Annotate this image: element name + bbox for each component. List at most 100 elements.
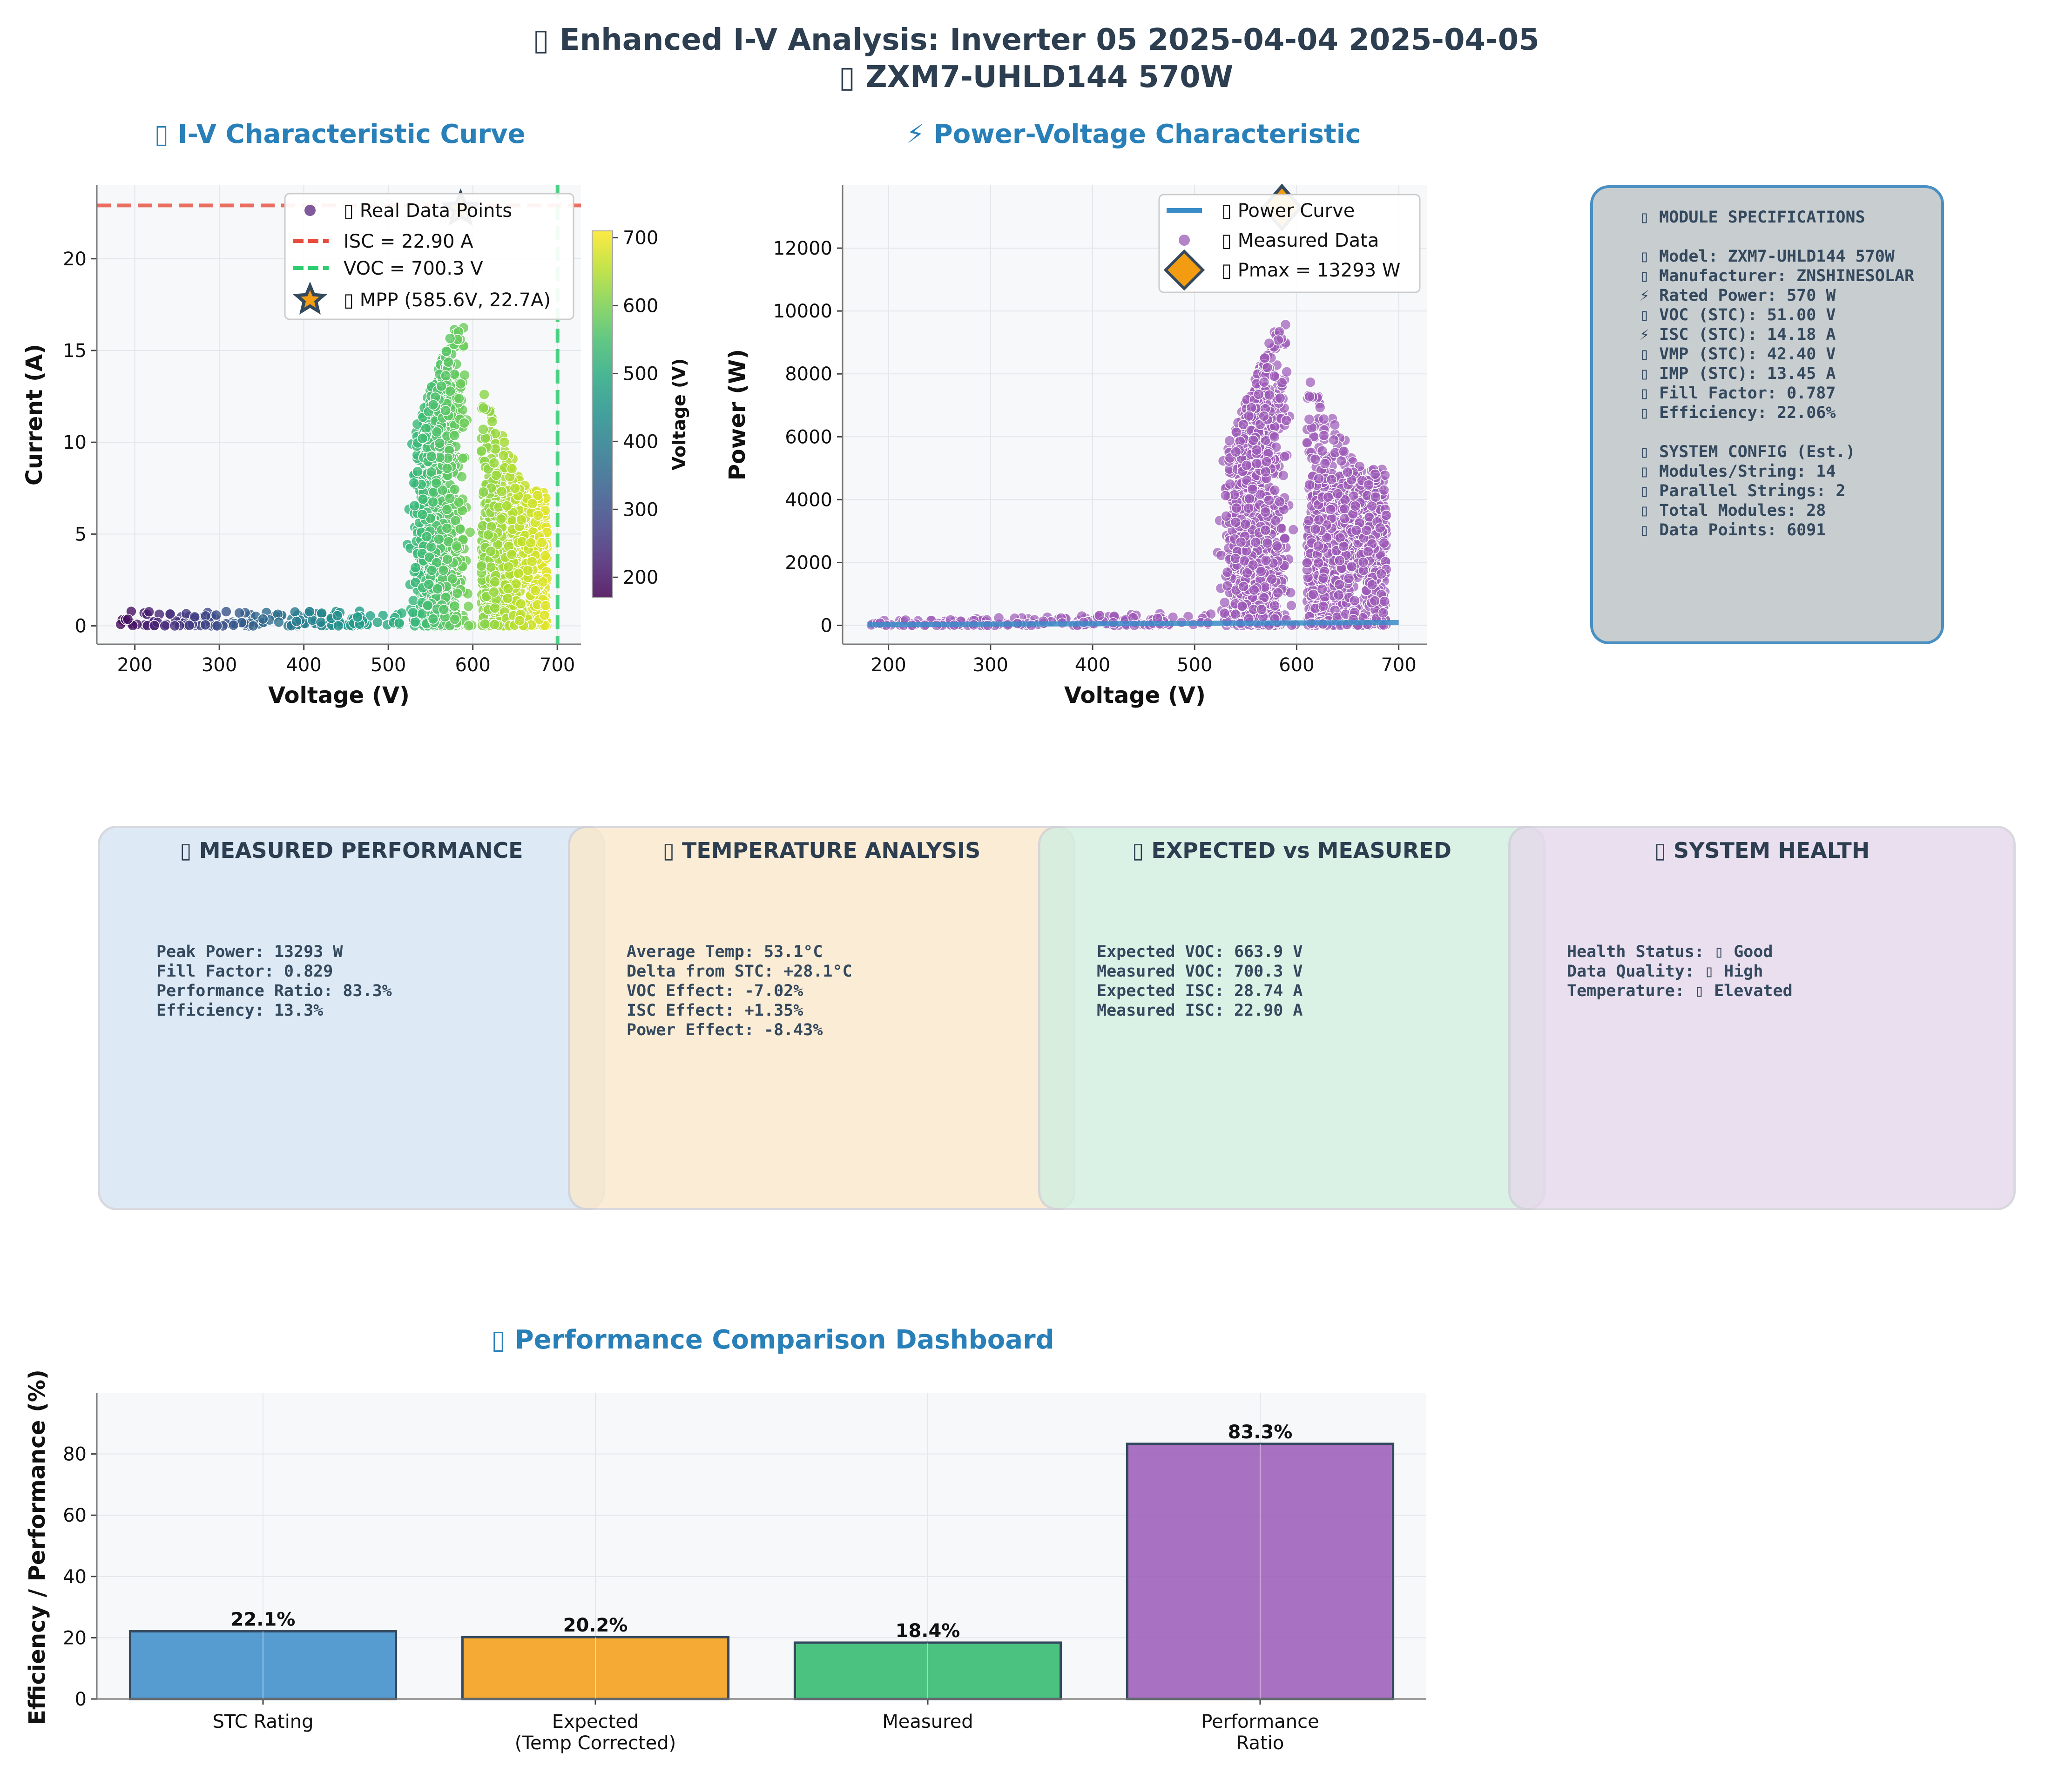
pv-data-point	[1249, 584, 1260, 596]
legend-frame	[1158, 194, 1421, 293]
iv-data-point	[452, 587, 463, 599]
iv-data-point	[291, 616, 302, 627]
pv-data-point	[1303, 515, 1315, 526]
x-tick-label-line: Measured	[882, 1711, 973, 1733]
iv-data-point	[488, 457, 500, 469]
iv-data-point	[304, 606, 315, 617]
spec-line: ⚡ ISC (STC): 14.18 A	[1640, 325, 1836, 344]
iv-data-point	[509, 483, 521, 494]
iv-data-point	[248, 620, 259, 632]
pv-data-point	[1219, 607, 1230, 619]
iv-data-point	[454, 524, 466, 535]
pv-data-point	[1318, 430, 1330, 441]
pv-data-point	[1357, 556, 1369, 568]
pv-data-point	[1369, 595, 1380, 607]
pv-data-point	[1250, 537, 1262, 548]
legend-entry: ▯ MPP (585.6V, 22.7A)	[344, 290, 551, 311]
pv-data-point	[1230, 553, 1241, 564]
iv-data-point	[449, 430, 460, 441]
y-tick-label: 0	[821, 615, 832, 636]
summary-card-line: Data Quality: ▯ High	[1567, 962, 1763, 981]
pv-data-point	[1231, 502, 1242, 514]
iv-data-point	[449, 484, 460, 495]
pv-data-point	[1378, 537, 1390, 549]
colorbar-tick-label: 200	[623, 567, 658, 588]
iv-data-point	[315, 617, 327, 628]
pv-data-point	[1224, 435, 1235, 446]
iv-data-point	[540, 600, 551, 611]
x-tick-label: Expected (Temp Corrected)	[515, 1711, 676, 1754]
iv-data-point	[143, 606, 155, 617]
legend-frame	[284, 193, 574, 320]
pv-data-point	[1261, 456, 1272, 467]
x-tick-label: Measured	[882, 1711, 973, 1733]
pv-data-point	[1236, 600, 1248, 612]
iv-scatter-points	[115, 322, 553, 632]
y-tick-label: 10	[63, 432, 87, 453]
summary-card-line: Delta from STC: +28.1°C	[627, 962, 852, 981]
iv-data-point	[372, 617, 383, 628]
pv-data-point	[1253, 389, 1264, 400]
iv-data-point	[445, 385, 456, 397]
summary-card-title: ▯ EXPECTED vs MEASURED	[1132, 838, 1451, 863]
pv-legend: ▯ Power Curve▯ Measured Data▯ Pmax = 132…	[1158, 194, 1421, 293]
pv-data-point	[1222, 566, 1233, 578]
pv-data-point	[1309, 523, 1321, 535]
pv-data-point	[1269, 485, 1281, 496]
power-curve-line	[868, 620, 1399, 627]
iv-data-point	[257, 613, 269, 625]
pv-data-point	[1259, 352, 1270, 364]
x-tick-label-line: (Temp Corrected)	[515, 1733, 676, 1754]
iv-data-point	[491, 470, 502, 481]
iv-data-point	[183, 620, 195, 631]
iv-data-point	[502, 583, 514, 594]
iv-data-point	[436, 380, 447, 392]
iv-data-point	[479, 389, 490, 400]
iv-data-point	[495, 513, 507, 525]
pv-data-point	[1326, 474, 1337, 485]
pv-data-point	[1266, 573, 1277, 585]
x-tick-label: Performance Ratio	[1201, 1711, 1319, 1754]
spec-line: ▯ IMP (STC): 13.45 A	[1640, 364, 1836, 383]
iv-data-point	[540, 550, 551, 561]
iv-data-point	[476, 445, 487, 457]
summary-card-body: Peak Power: 13293 W Fill Factor: 0.829 Per…	[156, 942, 392, 1020]
iv-data-point	[417, 493, 429, 505]
pv-data-point	[1319, 458, 1331, 469]
x-tick-label: 700	[540, 654, 575, 676]
iv-data-point	[316, 607, 327, 619]
pv-data-point	[1363, 479, 1374, 491]
x-tick-label: 600	[455, 654, 490, 676]
pv-data-point	[1346, 561, 1357, 572]
pv-data-point	[1317, 600, 1329, 612]
pv-data-point	[1317, 573, 1329, 584]
y-tick-label: 8000	[785, 364, 832, 385]
summary-card-line: Power Effect: -8.43%	[627, 1021, 823, 1039]
iv-data-point	[148, 620, 160, 631]
iv-data-point	[164, 608, 176, 620]
pv-data-point	[1309, 453, 1321, 465]
pv-data-point	[1325, 504, 1336, 515]
summary-card-line: Expected ISC: 28.74 A	[1097, 982, 1303, 1000]
legend-entry: ▯ Pmax = 13293 W	[1222, 260, 1400, 281]
x-tick-label: 500	[371, 654, 406, 676]
summary-card-line: Temperature: ▯ Elevated	[1567, 982, 1793, 1000]
y-tick-label: 60	[63, 1505, 87, 1526]
pv-data-point	[1329, 419, 1341, 431]
pv-data-point	[1263, 495, 1275, 506]
iv-data-point	[426, 466, 437, 478]
pv-data-point	[1278, 470, 1289, 481]
pv-data-point	[1302, 437, 1313, 448]
colorbar-tick-label: 600	[623, 296, 658, 317]
y-tick-label: 20	[63, 1627, 87, 1649]
pv-data-point	[1279, 533, 1290, 544]
iv-data-point	[393, 617, 405, 629]
iv-data-point	[457, 452, 469, 464]
iv-data-point	[441, 346, 452, 357]
x-tick-label-line: Performance	[1201, 1711, 1319, 1733]
x-axis-label: Voltage (V)	[1064, 682, 1206, 708]
x-tick-label: STC Rating	[212, 1711, 313, 1733]
pv-data-point	[1286, 600, 1297, 611]
iv-data-point	[443, 357, 454, 368]
pv-data-point	[1270, 515, 1282, 526]
